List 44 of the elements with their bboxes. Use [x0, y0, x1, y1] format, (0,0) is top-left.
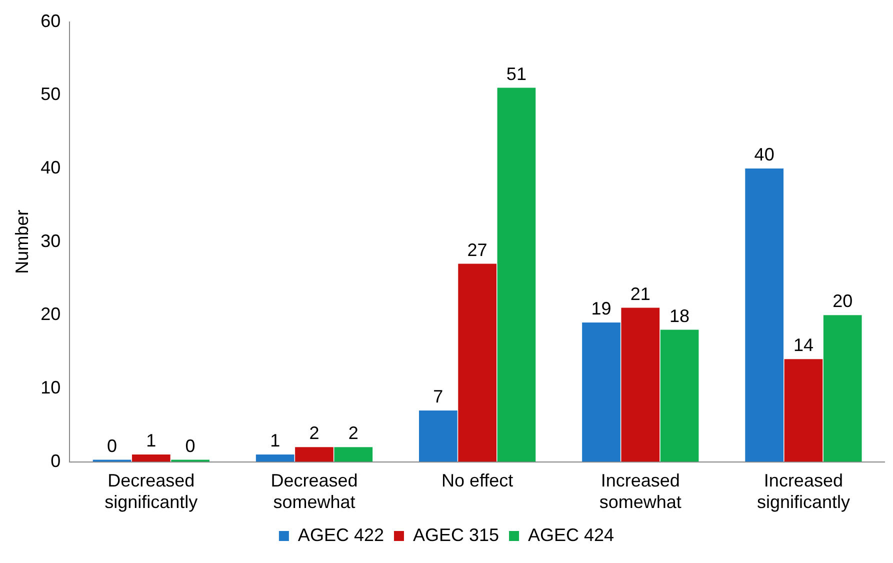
bar: [621, 308, 660, 462]
data-label: 1: [146, 430, 156, 450]
data-label: 40: [754, 144, 774, 164]
bar: [784, 359, 823, 462]
y-tick-label: 20: [40, 304, 61, 324]
data-label: 18: [670, 306, 690, 326]
y-tick-label: 0: [50, 450, 61, 471]
data-label: 0: [185, 436, 196, 456]
x-tick-label: No effect: [441, 470, 514, 491]
y-tick-label: 50: [40, 84, 61, 104]
data-label: 2: [348, 423, 358, 444]
data-label: 0: [107, 436, 118, 456]
data-label: 7: [433, 386, 444, 406]
data-label: 21: [630, 284, 650, 304]
bar: [295, 447, 334, 462]
data-label: 19: [591, 298, 612, 318]
x-tick-label: Decreased significantly: [104, 470, 198, 512]
data-label: 14: [793, 335, 814, 356]
bar: [256, 454, 294, 462]
y-axis-title: Number: [12, 210, 32, 274]
bar: [132, 454, 170, 462]
y-tick-label: 60: [40, 10, 61, 31]
legend-label: AGEC 315: [412, 524, 500, 545]
bar: [745, 168, 784, 462]
data-label: 1: [270, 430, 280, 450]
bar: [660, 330, 699, 462]
y-tick-label: 40: [40, 157, 61, 178]
legend-label: AGEC 422: [298, 524, 384, 545]
bar: [582, 322, 620, 462]
data-label: 2: [309, 423, 320, 444]
x-tick-label: Increased significantly: [756, 470, 850, 512]
bar: [458, 264, 496, 462]
bar: [418, 410, 458, 462]
bar: [497, 88, 536, 462]
x-tick-label: Increased somewhat: [599, 470, 682, 512]
legend-label: AGEC 424: [528, 524, 614, 545]
data-label: 20: [832, 291, 853, 312]
bar: [823, 315, 862, 462]
data-label: 27: [467, 240, 488, 260]
data-label: 51: [506, 64, 526, 84]
bar: [334, 447, 373, 462]
y-tick-label: 10: [40, 377, 61, 398]
x-tick-label: Decreased somewhat: [270, 470, 358, 512]
y-tick-label: 30: [40, 230, 61, 251]
